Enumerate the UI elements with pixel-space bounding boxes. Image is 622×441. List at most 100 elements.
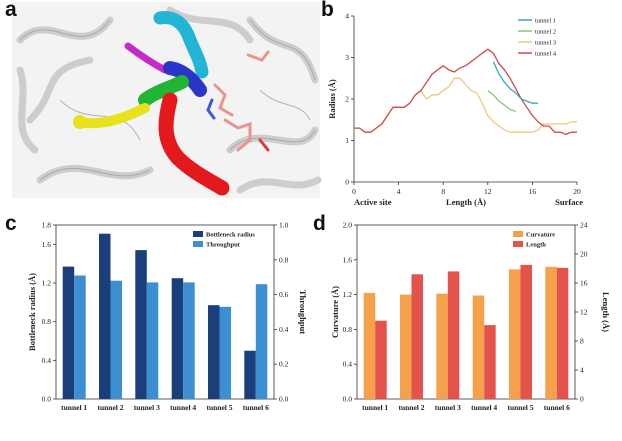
panel-d-y2-tick-label: 16 [580, 279, 588, 288]
panel-d-bar-curvature-tunnel-5 [509, 269, 521, 399]
panel-d-y2-ticks: 0 4 8 12 16 20 24 [575, 221, 588, 404]
panel-b-y-tick-label: 4 [345, 12, 349, 21]
tunnel-2 [163, 61, 207, 97]
panel-c-bar-throughput-tunnel-4 [183, 282, 195, 399]
panel-c-bar-bottleneck-radius-tunnel-2 [99, 233, 111, 399]
tunnel-4 [138, 75, 189, 107]
panel-c-category-label: tunnel 3 [134, 403, 160, 412]
panel-b-line-tunnel-3 [354, 77, 577, 133]
panel-label-d: d [313, 212, 326, 235]
panel-b-legend-label-tunnel-3: tunnel 3 [535, 39, 556, 46]
panel-c-bar-bottleneck-radius-tunnel-6 [244, 350, 256, 399]
panel-b-surface-label: Surface [555, 197, 583, 207]
panel-d-category-label: tunnel 1 [362, 403, 388, 412]
panel-c-bar-throughput-tunnel-6 [255, 284, 268, 399]
panel-c-bar-throughput-tunnel-3 [146, 282, 159, 399]
panel-b-y-axis-label: Radius (Å) [327, 79, 337, 119]
panel-d-bar-curvature-tunnel-6 [545, 266, 557, 399]
tunnel-3 [124, 42, 169, 74]
panel-d-y2-axis-label: Length (Å) [601, 292, 611, 332]
ligand-sticks [206, 50, 270, 152]
panel-b-y-tick-label: 0 [345, 178, 349, 187]
panel-b-legend-label-tunnel-2: tunnel 2 [535, 28, 556, 35]
panel-b-legend-label-tunnel-1: tunnel 1 [535, 17, 556, 24]
panel-d-bar-curvature-tunnel-1 [363, 292, 376, 399]
panel-c-category-label: tunnel 1 [61, 403, 87, 412]
panel-label-c: c [5, 212, 17, 235]
panel-d-legend-swatch-curvature [513, 231, 523, 237]
panel-d-category-label: tunnel 6 [544, 403, 570, 412]
panel-d-bar-length-tunnel-6 [556, 267, 569, 399]
panel-d-y2-tick-label: 0 [580, 395, 584, 404]
panel-d-categories: tunnel 1 tunnel 2 tunnel 3 tunnel 4 tunnel 5… [362, 403, 570, 412]
panel-c-bar-throughput-tunnel-2 [110, 280, 122, 399]
panel-d-y-tick-label: 0.4 [343, 360, 353, 369]
panel-c-category-label: tunnel 5 [206, 403, 232, 412]
panel-d-legend-swatch-length [513, 241, 523, 247]
panel-a [12, 2, 322, 198]
panel-c-y-tick-label: 1.2 [42, 279, 52, 288]
panel-c-y-tick-label: 0.4 [42, 356, 52, 365]
panel-c-bars [62, 233, 268, 399]
panel-b-y-tick-label: 3 [345, 53, 349, 62]
panel-b-y-ticks: 0 1 2 3 4 [345, 12, 354, 187]
panel-d-frame [356, 224, 576, 400]
panel-c-y2-tick-label: 0.6 [279, 290, 289, 299]
panel-d-y2-tick-label: 8 [580, 337, 584, 346]
panel-d-y-ticks: 0.0 0.4 0.8 1.2 1.6 2.0 [343, 221, 357, 404]
panel-d-category-label: tunnel 5 [507, 403, 533, 412]
panel-c-category-label: tunnel 2 [97, 403, 123, 412]
panel-d-bar-length-tunnel-1 [375, 320, 387, 399]
panel-d-bar-curvature-tunnel-3 [436, 293, 448, 399]
panel-c-category-label: tunnel 6 [243, 403, 269, 412]
panel-b-series [354, 48, 577, 135]
panel-c-y2-tick-label: 0.8 [279, 255, 289, 264]
panel-b-x-tick-label: 8 [441, 187, 445, 196]
panel-d-bar-length-tunnel-4 [484, 325, 496, 399]
panel-c-bar-bottleneck-radius-tunnel-1 [62, 266, 75, 399]
panel-c-y2-ticks: 0.0 0.2 0.4 0.6 0.8 1.0 [274, 221, 289, 404]
panel-d-y-tick-label: 1.6 [343, 255, 353, 264]
panel-d-y-axis-label: Curvature (Å) [330, 286, 340, 338]
panel-b-legend: tunnel 1 tunnel 2 tunnel 3 tunnel 4 [518, 17, 557, 57]
panel-c-y-tick-label: 1.8 [42, 221, 52, 230]
panel-d-bar-length-tunnel-5 [520, 264, 532, 399]
panel-b-x-axis-label: Length (Å) [446, 197, 486, 207]
panel-d-category-label: tunnel 3 [435, 403, 461, 412]
panel-b-line-tunnel-4 [354, 48, 577, 135]
panel-c-y2-tick-label: 0.0 [279, 395, 289, 404]
panel-c-bar-throughput-tunnel-1 [74, 275, 86, 399]
protein-cartoon-outline [19, 19, 316, 181]
panel-c-legend-label-bottleneck-radius: Bottleneck radius [206, 232, 255, 239]
panel-b-x-tick-label: 12 [484, 187, 492, 196]
panel-c-y2-tick-label: 0.4 [279, 325, 289, 334]
panel-d-bar-length-tunnel-2 [411, 274, 423, 399]
panel-b-line-tunnel-1 [492, 61, 538, 104]
panel-c-y2-tick-label: 0.2 [279, 360, 289, 369]
panel-c-bar-bottleneck-radius-tunnel-3 [135, 250, 147, 399]
panel-c-legend-swatch-throughput [193, 241, 203, 247]
panel-d-y-tick-label: 2.0 [343, 221, 353, 230]
panel-label-b: b [321, 0, 334, 21]
panel-d-legend: Curvature Length [513, 231, 555, 249]
panel-b-y-tick-label: 2 [345, 95, 349, 104]
panel-b-x-tick-label: 4 [397, 187, 401, 196]
panel-d-bar-length-tunnel-3 [447, 271, 460, 399]
panel-b-line-tunnel-2 [487, 90, 516, 113]
panel-b-y-tick-label: 1 [345, 136, 349, 145]
panel-b-active-site-label: Active site [354, 197, 392, 207]
panel-c-y-axis-label: Bottleneck radius (Å) [27, 273, 37, 351]
tunnel-6 [158, 92, 230, 196]
panel-d-bar-curvature-tunnel-4 [472, 295, 485, 399]
panel-c-y-ticks: 0.0 0.4 0.8 1.2 1.6 1.8 [42, 221, 56, 404]
panel-d-y2-tick-label: 12 [580, 308, 588, 317]
panel-c-y2-axis-label: Throughput [298, 290, 308, 334]
panel-d-bars [363, 264, 569, 399]
tunnel-1 [153, 10, 209, 79]
panel-d-y-tick-label: 0.8 [343, 325, 353, 334]
panel-b-x-tick-label: 0 [352, 187, 356, 196]
tunnel-5-mouth [73, 115, 87, 129]
panel-c-chart: 0.0 0.4 0.8 1.2 1.6 1.8 0.0 0.2 0.4 0.6 0.8 1.0 tu… [27, 221, 308, 413]
